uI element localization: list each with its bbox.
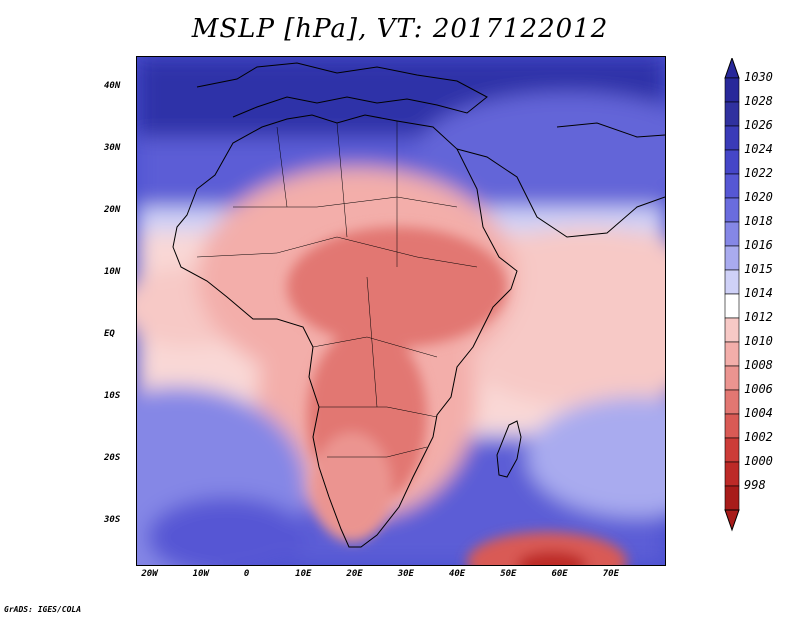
colorbar-label: 1022: [744, 166, 773, 180]
lat-tick-label: 20S: [104, 452, 121, 463]
lat-tick-label: EQ: [104, 328, 115, 339]
colorbar-swatch: [724, 293, 740, 319]
colorbar-label: 1015: [744, 262, 773, 276]
colorbar-swatch: [724, 125, 740, 151]
lon-tick-label: 10E: [295, 569, 312, 579]
grads-credit: GrADS: IGES/COLA: [4, 605, 82, 614]
colorbar-label: 1000: [744, 454, 773, 468]
colorbar-label: 1012: [744, 310, 773, 324]
colorbar-label: 1016: [744, 238, 773, 252]
pressure-lows: [287, 227, 627, 565]
colorbar-max-arrow: [724, 58, 740, 79]
colorbar-label: 1030: [744, 70, 773, 84]
colorbar-swatch: [724, 413, 740, 439]
lon-tick-label: 0: [243, 569, 250, 579]
coastlines: [172, 62, 665, 548]
colorbar-label: 1010: [744, 334, 773, 348]
lon-tick-label: 10W: [192, 569, 209, 579]
colorbar-label: 1014: [744, 286, 773, 300]
colorbar-swatch: [724, 149, 740, 175]
lon-tick-label: 70E: [602, 569, 619, 579]
lat-tick-label: 20N: [104, 204, 121, 215]
colorbar-label: 998: [744, 478, 766, 492]
colorbar-label: 1026: [744, 118, 773, 132]
colorbar-swatch: [724, 197, 740, 223]
colorbar-swatch: [724, 389, 740, 415]
colorbar-label: 1024: [744, 142, 773, 156]
lon-tick-label: 40E: [448, 569, 466, 579]
colorbar-swatch: [724, 317, 740, 343]
colorbar-swatch: [724, 341, 740, 367]
colorbar-swatch: [724, 221, 740, 247]
colorbar-label: 1020: [744, 190, 773, 204]
lat-tick-label: 30S: [104, 514, 121, 525]
colorbar-swatch: [724, 437, 740, 463]
colorbar-swatch: [724, 77, 740, 103]
pressure-field-map: [137, 57, 665, 565]
lon-tick-label: 20E: [346, 569, 363, 579]
colorbar-label: 1018: [744, 214, 773, 228]
lon-tick-label: 60E: [551, 569, 568, 579]
lon-tick-label: 50E: [500, 569, 517, 579]
colorbar-swatch: [724, 245, 740, 271]
colorbar-swatch: [724, 365, 740, 391]
lon-tick-label: 20W: [141, 569, 158, 579]
colorbar-label: 1006: [744, 382, 773, 396]
colorbar-swatch: [724, 485, 740, 511]
colorbar-swatch: [724, 461, 740, 487]
country-borders: [196, 121, 478, 458]
lat-tick-label: 10S: [104, 390, 121, 401]
map-title: MSLP [hPa], VT: 2017122012: [191, 14, 609, 44]
colorbar: [724, 58, 740, 532]
lat-tick-label: 40N: [104, 80, 121, 91]
colorbar-label: 1008: [744, 358, 773, 372]
lon-tick-label: 30E: [397, 569, 414, 579]
colorbar-swatch: [724, 173, 740, 199]
colorbar-swatch: [724, 101, 740, 127]
map-panel: [136, 56, 666, 566]
colorbar-label: 1028: [744, 94, 773, 108]
colorbar-label: 1002: [744, 430, 773, 444]
colorbar-label: 1004: [744, 406, 773, 420]
lat-tick-label: 30N: [104, 142, 121, 153]
colorbar-swatch: [724, 269, 740, 295]
lat-tick-label: 10N: [104, 266, 121, 277]
colorbar-min-arrow: [724, 509, 740, 532]
